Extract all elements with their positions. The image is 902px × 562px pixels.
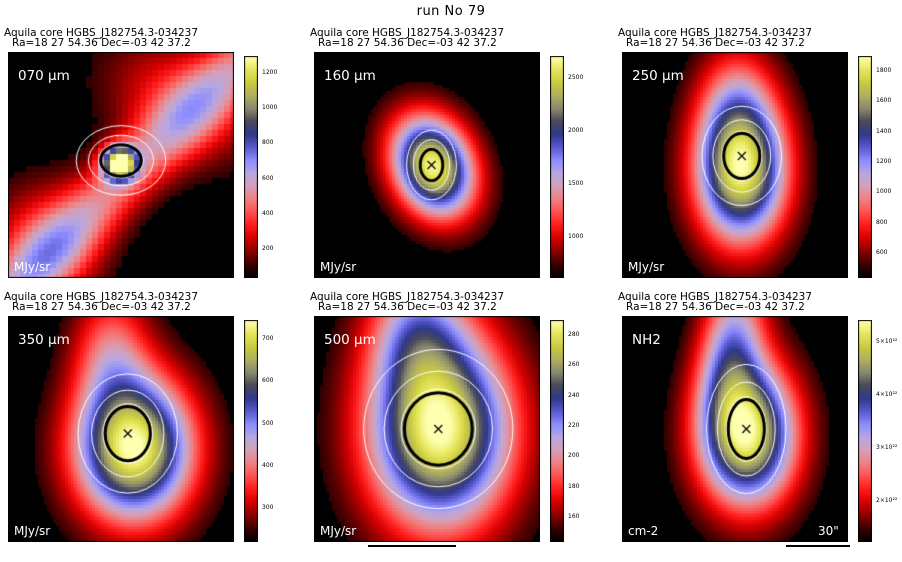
colorbar-tick-label: 1000 <box>568 232 584 240</box>
panel-250um: Aquila core HGBS_J182754.3-034237 Ra=18 … <box>614 28 902 298</box>
unit-label: MJy/sr <box>628 260 665 274</box>
intensity-map <box>622 316 848 542</box>
panel-160um: Aquila core HGBS_J182754.3-034237 Ra=18 … <box>306 28 606 298</box>
colorbar-tick-label: 1400 <box>876 127 892 135</box>
colorbar-tick-label: 5×10²² <box>876 337 898 345</box>
unit-label: MJy/sr <box>320 524 357 538</box>
panel-350um: Aquila core HGBS_J182754.3-034237 Ra=18 … <box>0 292 300 562</box>
run-title: run No 79 <box>416 4 486 19</box>
colorbar-tick-label: 500 <box>262 419 274 427</box>
panel-header-object: Aquila core HGBS_J182754.3-034237 <box>310 291 505 303</box>
colorbar-tick-label: 180 <box>568 482 580 490</box>
panel-070um: Aquila core HGBS_J182754.3-034237 Ra=18 … <box>0 28 300 298</box>
panel-header-object: Aquila core HGBS_J182754.3-034237 <box>310 27 505 39</box>
colorbar-tick-label: 800 <box>876 218 888 226</box>
colorbar-tick-label: 200 <box>262 245 274 253</box>
wavelength-label: 250 μm <box>632 68 684 84</box>
colorbar-tick-label: 4×10²² <box>876 390 898 398</box>
panel-header-object: Aquila core HGBS_J182754.3-034237 <box>4 291 199 303</box>
unit-label: MJy/sr <box>14 260 51 274</box>
colorbar-tick-label: 260 <box>568 361 580 369</box>
wavelength-label: 070 μm <box>18 68 70 84</box>
unit-label: cm-2 <box>628 524 659 538</box>
colorbar-tick-label: 700 <box>262 334 274 342</box>
colorbar-tick-label: 1000 <box>876 188 892 196</box>
colorbar-tick-label: 1200 <box>262 68 278 76</box>
colorbar-tick-label: 200 <box>568 452 580 460</box>
colorbar-tick-label: 1200 <box>876 157 892 165</box>
panel-header-coords: Ra=18 27 54.36 Dec=-03 42 37.2 <box>626 301 805 313</box>
panel-500um: Aquila core HGBS_J182754.3-034237 Ra=18 … <box>306 292 606 562</box>
colorbar <box>244 320 258 542</box>
colorbar-tick-label: 600 <box>262 174 274 182</box>
colorbar-tick-label: 1600 <box>876 97 892 105</box>
colorbar-tick-label: 2500 <box>568 73 584 81</box>
colorbar-tick-label: 400 <box>262 209 274 217</box>
intensity-map <box>314 316 540 542</box>
panel-header-coords: Ra=18 27 54.36 Dec=-03 42 37.2 <box>12 37 191 49</box>
unit-label: MJy/sr <box>14 524 51 538</box>
colorbar <box>858 56 872 278</box>
underline-mark <box>368 545 456 547</box>
panel-nh2: Aquila core HGBS_J182754.3-034237 Ra=18 … <box>614 292 902 562</box>
colorbar-tick-label: 600 <box>262 377 274 385</box>
wavelength-label: NH2 <box>632 332 661 348</box>
colorbar-tick-label: 600 <box>876 248 888 256</box>
intensity-map <box>622 52 848 278</box>
colorbar-tick-label: 400 <box>262 461 274 469</box>
scalebar <box>786 545 850 547</box>
scalebar-label: 30" <box>818 524 839 538</box>
intensity-map <box>314 52 540 278</box>
panel-header-coords: Ra=18 27 54.36 Dec=-03 42 37.2 <box>12 301 191 313</box>
panel-header-coords: Ra=18 27 54.36 Dec=-03 42 37.2 <box>626 37 805 49</box>
panel-header-coords: Ra=18 27 54.36 Dec=-03 42 37.2 <box>318 301 497 313</box>
wavelength-label: 500 μm <box>324 332 376 348</box>
colorbar-tick-label: 2000 <box>568 126 584 134</box>
colorbar-tick-label: 1500 <box>568 179 584 187</box>
colorbar-tick-label: 280 <box>568 331 580 339</box>
colorbar <box>244 56 258 278</box>
colorbar <box>858 320 872 542</box>
colorbar-tick-label: 800 <box>262 139 274 147</box>
intensity-map <box>8 316 234 542</box>
colorbar-tick-label: 1000 <box>262 103 278 111</box>
colorbar-tick-label: 220 <box>568 421 580 429</box>
colorbar-tick-label: 2×10²² <box>876 496 898 504</box>
panel-header-coords: Ra=18 27 54.36 Dec=-03 42 37.2 <box>318 37 497 49</box>
wavelength-label: 160 μm <box>324 68 376 84</box>
panel-header-object: Aquila core HGBS_J182754.3-034237 <box>618 27 813 39</box>
wavelength-label: 350 μm <box>18 332 70 348</box>
colorbar <box>550 320 564 542</box>
panel-header-object: Aquila core HGBS_J182754.3-034237 <box>4 27 199 39</box>
unit-label: MJy/sr <box>320 260 357 274</box>
colorbar-tick-label: 1800 <box>876 67 892 75</box>
colorbar-tick-label: 3×10²² <box>876 443 898 451</box>
colorbar-tick-label: 240 <box>568 391 580 399</box>
colorbar-tick-label: 160 <box>568 512 580 520</box>
colorbar-tick-label: 300 <box>262 504 274 512</box>
colorbar <box>550 56 564 278</box>
intensity-map <box>8 52 234 278</box>
panel-header-object: Aquila core HGBS_J182754.3-034237 <box>618 291 813 303</box>
